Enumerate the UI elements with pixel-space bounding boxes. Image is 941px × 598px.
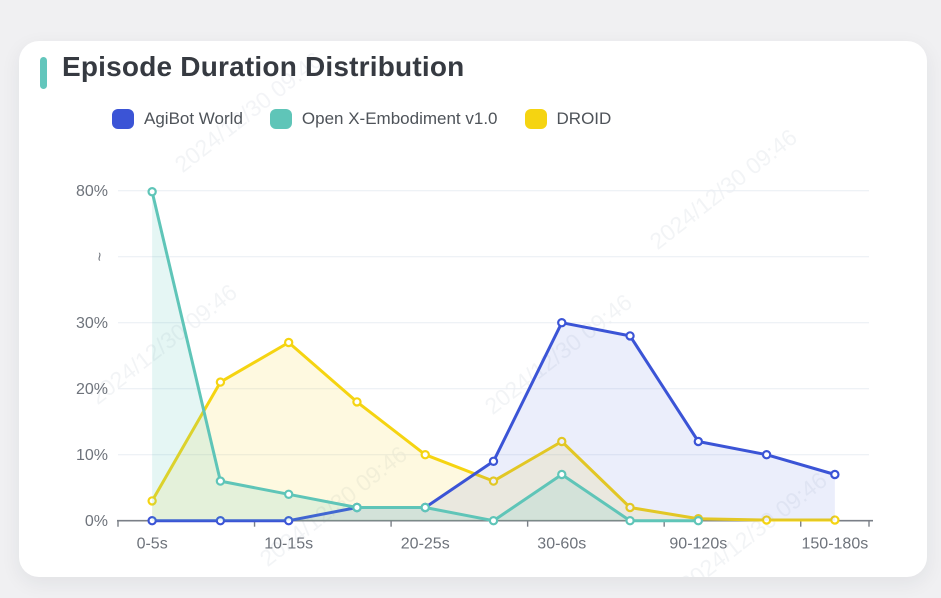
series-open-x-embodiment-v1-0: [147, 187, 704, 526]
data-point-marker: [215, 377, 226, 387]
page-title: Episode Duration Distribution: [62, 51, 465, 82]
data-point-marker: [420, 502, 430, 513]
data-point-marker: [147, 187, 157, 197]
data-point-marker: [283, 489, 294, 499]
data-point-marker: [420, 450, 430, 460]
data-point-marker: [830, 469, 840, 480]
data-point-marker: [625, 516, 635, 526]
svg-text:0%: 0%: [85, 513, 108, 530]
svg-text:30%: 30%: [76, 315, 108, 332]
legend-label: AgiBot World: [144, 109, 243, 128]
legend-swatch-icon: [112, 109, 134, 129]
data-point-marker: [147, 516, 157, 526]
data-point-marker: [557, 469, 567, 480]
data-point-marker: [488, 516, 499, 526]
title-accent-bar: [40, 57, 47, 89]
data-point-marker: [283, 516, 294, 526]
y-gridlines: [118, 190, 869, 456]
chart-canvas[interactable]: 0% 10% 20% 30% ~80% 0-5s 10-15s 20-25s 30-60s 90-…: [19, 41, 927, 577]
data-point-marker: [761, 450, 772, 460]
data-point-marker: [352, 397, 362, 407]
data-point-marker: [761, 515, 772, 525]
legend-item-open-x-embodiment[interactable]: Open X-Embodiment v1.0: [269, 109, 498, 129]
data-point-marker: [488, 456, 499, 466]
svg-text:~: ~: [90, 252, 107, 261]
data-point-marker: [557, 436, 567, 447]
data-point-marker: [215, 476, 226, 486]
series-area: [152, 342, 835, 521]
legend-label: DROID: [556, 109, 612, 128]
svg-text:20-25s: 20-25s: [401, 536, 450, 553]
svg-text:90-120s: 90-120s: [669, 536, 727, 553]
legend-swatch-icon: [269, 109, 292, 129]
svg-text:30-60s: 30-60s: [537, 536, 586, 553]
data-point-marker: [215, 516, 226, 526]
svg-text:150-180s: 150-180s: [802, 536, 869, 553]
data-point-marker: [693, 516, 704, 526]
legend-label: Open X-Embodiment v1.0: [301, 109, 498, 128]
data-point-marker: [352, 502, 362, 513]
legend-item-droid[interactable]: DROID: [524, 109, 612, 129]
svg-text:0-5s: 0-5s: [137, 536, 168, 553]
card-header: Episode Duration Distribution: [19, 41, 927, 101]
data-point-marker: [283, 337, 294, 348]
data-point-marker: [830, 515, 840, 525]
data-point-marker: [693, 436, 704, 447]
svg-text:10%: 10%: [76, 447, 108, 464]
x-axis-labels: 0-5s 10-15s 20-25s 30-60s 90-120s 150-180s: [137, 536, 869, 553]
svg-text:10-15s: 10-15s: [264, 536, 313, 553]
chart-legend: AgiBot World Open X-Embodiment v1.0 DROI…: [112, 109, 611, 129]
legend-item-agibot-world[interactable]: AgiBot World: [112, 109, 243, 129]
data-point-marker: [625, 502, 635, 513]
data-point-marker: [488, 476, 499, 486]
series-area: [152, 322, 835, 521]
y-axis-labels: 0% 10% 20% 30% ~80%: [76, 183, 108, 530]
svg-text:80%: 80%: [76, 183, 108, 200]
series-area: [152, 191, 699, 521]
data-point-marker: [625, 331, 635, 341]
svg-text:20%: 20%: [76, 381, 108, 398]
legend-swatch-icon: [524, 109, 547, 129]
chart-card: 2024/12/30 09:46 2024/12/30 09:46 2024/1…: [19, 41, 927, 577]
series-agibot-world: [147, 318, 840, 526]
data-point-marker: [557, 318, 567, 328]
data-point-marker: [147, 496, 157, 506]
